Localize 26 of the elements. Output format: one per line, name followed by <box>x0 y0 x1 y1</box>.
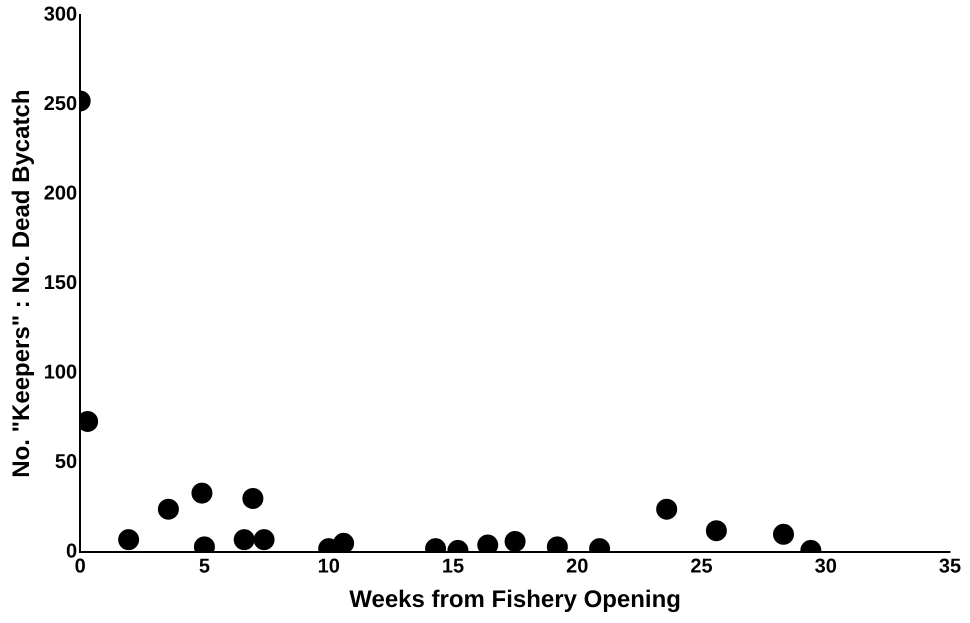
y-tick-label: 300 <box>44 4 78 26</box>
x-tick-label: 15 <box>442 556 464 578</box>
point <box>234 529 255 550</box>
point <box>504 530 526 552</box>
point <box>656 498 678 520</box>
y-tick-label: 100 <box>44 362 78 384</box>
x-tick-label: 20 <box>566 556 588 578</box>
point <box>254 529 275 550</box>
y-tick-label: 50 <box>54 451 78 474</box>
x-tick-label: 30 <box>814 556 837 578</box>
point <box>706 520 727 542</box>
point <box>242 488 264 509</box>
y-tick-label: 150 <box>44 272 78 294</box>
y-tick-label: 250 <box>44 93 78 116</box>
x-axis-title: Weeks from Fishery Opening <box>349 586 681 614</box>
x-tick-label: 5 <box>198 556 210 578</box>
point <box>118 529 140 550</box>
x-tick-label: 10 <box>318 556 340 578</box>
point <box>333 532 354 552</box>
x-tick-label: 25 <box>690 556 713 578</box>
x-tick-label: 35 <box>938 556 962 578</box>
point <box>158 498 179 520</box>
y-tick-label: 200 <box>44 182 78 205</box>
point <box>191 482 212 504</box>
point <box>772 524 794 545</box>
y-axis-title: No. "Keepers" : No. Dead Bycatch <box>8 90 36 478</box>
